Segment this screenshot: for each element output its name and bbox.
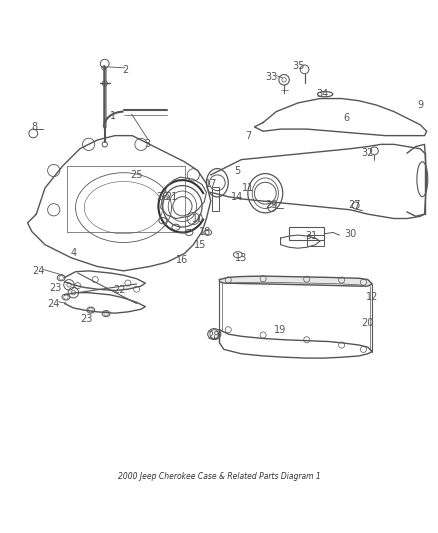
Text: 33: 33 xyxy=(265,72,277,82)
Text: 31: 31 xyxy=(304,231,317,241)
Text: 30: 30 xyxy=(343,229,356,239)
Text: 26: 26 xyxy=(156,192,169,201)
Bar xyxy=(289,227,323,240)
Bar xyxy=(306,235,323,246)
Text: 12: 12 xyxy=(365,292,378,302)
Text: 14: 14 xyxy=(230,192,243,201)
Text: 4: 4 xyxy=(70,248,76,259)
Text: 1: 1 xyxy=(110,111,116,121)
Text: 27: 27 xyxy=(348,200,360,211)
Text: 32: 32 xyxy=(361,148,373,158)
Text: 11: 11 xyxy=(241,183,254,193)
Text: 15: 15 xyxy=(193,240,205,249)
Text: 21: 21 xyxy=(165,192,177,201)
Text: 34: 34 xyxy=(315,89,327,99)
Text: 5: 5 xyxy=(233,166,240,175)
Text: 3: 3 xyxy=(144,139,150,149)
Text: 13: 13 xyxy=(235,253,247,263)
Text: 18: 18 xyxy=(199,228,211,238)
Text: 2000 Jeep Cherokee Case & Related Parts Diagram 1: 2000 Jeep Cherokee Case & Related Parts … xyxy=(118,472,320,481)
Text: 17: 17 xyxy=(204,179,216,189)
Text: 10: 10 xyxy=(191,214,203,223)
Text: 8: 8 xyxy=(31,122,37,132)
Text: 35: 35 xyxy=(291,61,304,71)
Bar xyxy=(211,187,219,211)
Text: 23: 23 xyxy=(80,314,92,324)
Text: 7: 7 xyxy=(244,131,251,141)
Text: 24: 24 xyxy=(47,298,60,309)
Text: 29: 29 xyxy=(265,200,277,211)
Text: 28: 28 xyxy=(206,332,219,341)
Text: 6: 6 xyxy=(342,113,348,123)
Text: 25: 25 xyxy=(130,170,142,180)
Polygon shape xyxy=(219,276,371,286)
Text: 19: 19 xyxy=(274,325,286,335)
Text: 24: 24 xyxy=(32,266,45,276)
Text: 16: 16 xyxy=(176,255,188,265)
Text: 23: 23 xyxy=(49,284,62,293)
Text: 20: 20 xyxy=(361,318,373,328)
Text: 22: 22 xyxy=(113,286,125,295)
Text: 9: 9 xyxy=(416,100,422,110)
Text: 2: 2 xyxy=(122,65,128,75)
